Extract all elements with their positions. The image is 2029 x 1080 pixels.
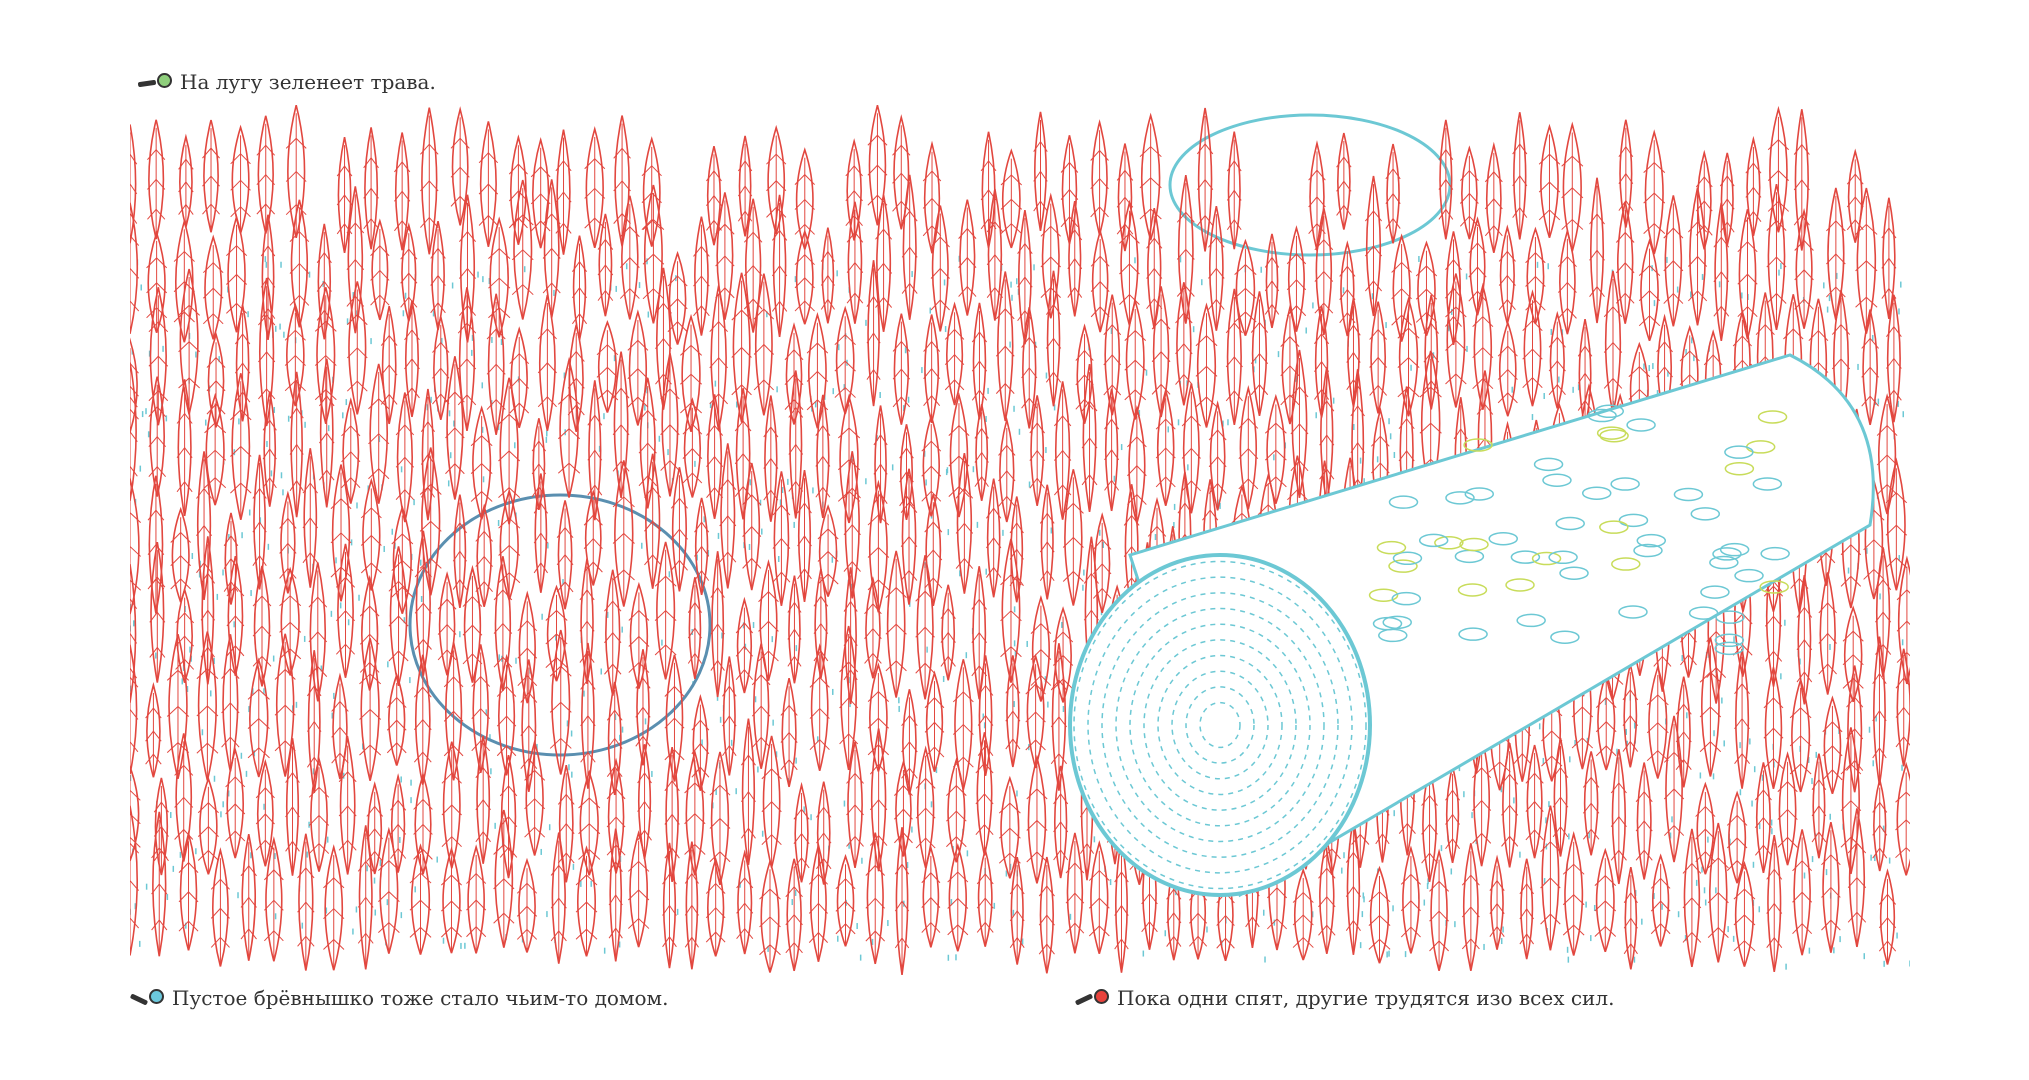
caption-text: Пустое брёвнышко тоже стало чьим-то домо… xyxy=(172,986,669,1010)
caption-text: На лугу зеленеет трава. xyxy=(180,70,436,94)
log-illustration xyxy=(1068,353,1875,898)
magnifier-red-icon xyxy=(1074,989,1109,1007)
magnifier-blue-icon xyxy=(129,989,164,1007)
caption-text: Пока одни спят, другие трудятся изо всех… xyxy=(1117,986,1615,1010)
caption-log: Пустое брёвнышко тоже стало чьим-то домо… xyxy=(129,986,669,1010)
caption-grass: На лугу зеленеет трава. xyxy=(137,70,436,94)
caption-workers: Пока одни спят, другие трудятся изо всех… xyxy=(1074,986,1615,1010)
meadow-illustration xyxy=(130,105,1910,975)
magnifier-green-icon xyxy=(137,73,172,91)
